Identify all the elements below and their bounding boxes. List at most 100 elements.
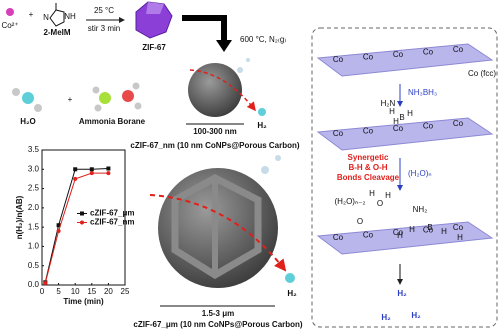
surface-label: Co (fcc) <box>468 69 496 78</box>
y-tick-label: 3.5 <box>28 145 40 154</box>
atom-label: B <box>427 223 432 232</box>
y-tick-label: 2.5 <box>28 184 40 193</box>
y-tick-label: 3.0 <box>28 164 40 173</box>
legend-marker <box>80 220 84 225</box>
atom-label: H <box>369 189 375 198</box>
marker <box>56 223 61 228</box>
nano-size: 100-300 nm <box>193 127 237 136</box>
micro-size: 1.5-3 μm <box>202 309 234 318</box>
co-layer <box>316 43 494 77</box>
ring-n: N <box>43 13 49 22</box>
legend-marker <box>80 211 84 216</box>
plus: + <box>68 95 73 104</box>
marker <box>106 166 111 171</box>
atom-label: H <box>385 191 391 200</box>
co-label: Co <box>423 122 434 131</box>
co-label: Co <box>393 50 404 59</box>
marker <box>73 176 78 181</box>
ligand-label: 2-MeIM <box>43 28 70 37</box>
bubble <box>261 166 269 174</box>
nano-particle <box>188 63 242 117</box>
h2-molecule <box>285 273 295 283</box>
co-label: Co <box>363 53 374 62</box>
co-label: Co <box>423 226 434 235</box>
y-tick-label: 1.0 <box>28 242 40 251</box>
note: Bonds Cleavage <box>337 173 400 182</box>
bubble <box>246 58 250 62</box>
y-tick-label: 2.0 <box>28 203 40 212</box>
co-label: Co <box>423 48 434 57</box>
step2: (H₂O)ₙ <box>408 169 432 178</box>
atom <box>92 86 100 94</box>
co-label: Co <box>453 119 464 128</box>
x-tick-label: 10 <box>71 287 80 296</box>
co-label: Co <box>393 124 404 133</box>
marker <box>56 229 61 233</box>
atom-label: (H₂O)ₙ₋₂ <box>335 197 366 206</box>
atom <box>132 82 140 90</box>
co-label: Co <box>363 127 374 136</box>
atom-label: H <box>393 117 399 126</box>
note: Synergetic <box>348 153 389 162</box>
bubble <box>237 67 243 73</box>
flow-arrow <box>149 194 287 272</box>
ligand-ring <box>49 9 65 27</box>
atom-label: H <box>397 231 403 240</box>
pyrolysis-arrowhead <box>216 40 232 52</box>
marker <box>89 167 94 172</box>
water-label: H₂O <box>20 117 36 126</box>
marker <box>106 171 111 176</box>
x-tick-label: 20 <box>104 287 113 296</box>
nano-caption: cZIF-67_nm (10 nm CoNPs@Porous Carbon) <box>130 141 299 150</box>
x-tick-label: 5 <box>56 287 61 296</box>
h2-molecule <box>258 108 266 116</box>
marker <box>73 167 78 172</box>
atom <box>94 104 102 112</box>
x-tick-label: 15 <box>87 287 96 296</box>
atom <box>12 88 20 96</box>
cobalt-label: Co²⁺ <box>1 21 18 30</box>
atom-label: NH₂ <box>413 205 428 214</box>
co-layer <box>316 117 494 151</box>
plus: + <box>29 10 34 19</box>
product-label: ZIF-67 <box>142 43 166 52</box>
x-axis-label: Time (min) <box>63 297 104 306</box>
cobalt-ion <box>6 8 14 16</box>
atom <box>22 92 34 104</box>
x-tick-label: 0 <box>40 287 45 296</box>
legend-label: cZIF-67_nm <box>90 218 134 227</box>
co-label: Co <box>333 55 344 64</box>
bubble <box>275 155 281 161</box>
marker <box>43 281 48 286</box>
ab-label: Ammonia Borane <box>79 117 146 126</box>
ring-nh: NH <box>64 12 76 21</box>
flow-arrow <box>189 69 256 112</box>
atom <box>122 90 134 102</box>
product: H₂ <box>411 311 421 320</box>
time: stir 3 min <box>88 24 120 33</box>
zif-67-crystal <box>135 1 173 39</box>
micro-caption: cZIF-67_μm (10 nm CoNPs@Porous Carbon) <box>133 320 303 329</box>
legend-label: cZIF-67_μm <box>90 209 134 218</box>
note: B-H & O-H <box>348 163 387 172</box>
atom-label: H₂N <box>381 99 396 108</box>
y-axis-label: n(H₂)/n(AB) <box>15 195 24 239</box>
mechanism-panel <box>311 27 498 328</box>
micro-gas: H₂ <box>287 289 297 298</box>
atom-label: H <box>409 225 415 234</box>
crystal-facet <box>146 2 164 14</box>
atom <box>99 92 111 104</box>
x-tick-label: 25 <box>121 287 130 296</box>
step1: NH₃BH₃ <box>408 88 437 97</box>
co-label: Co <box>333 129 344 138</box>
atom-label: O <box>357 217 363 226</box>
y-tick-label: 0.0 <box>28 280 40 289</box>
co-label: Co <box>453 45 464 54</box>
product: H₂ <box>397 289 407 298</box>
y-tick-label: 1.5 <box>28 222 40 231</box>
nano-gas: H₂ <box>257 121 267 130</box>
atom-label: H <box>389 107 395 116</box>
co-label: Co <box>333 233 344 242</box>
